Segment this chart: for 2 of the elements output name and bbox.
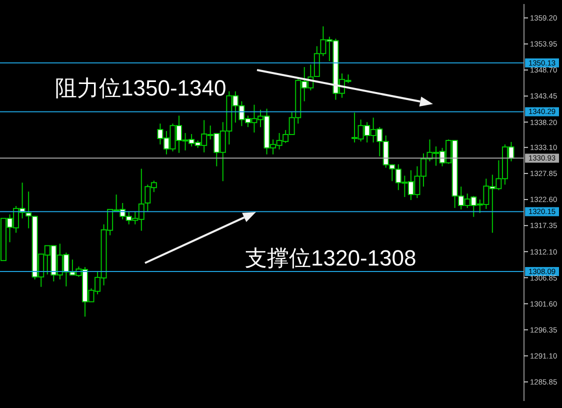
annotation: 支撑位1320-1308: [245, 246, 416, 270]
annotation: 阻力位1350-1340: [55, 76, 226, 100]
